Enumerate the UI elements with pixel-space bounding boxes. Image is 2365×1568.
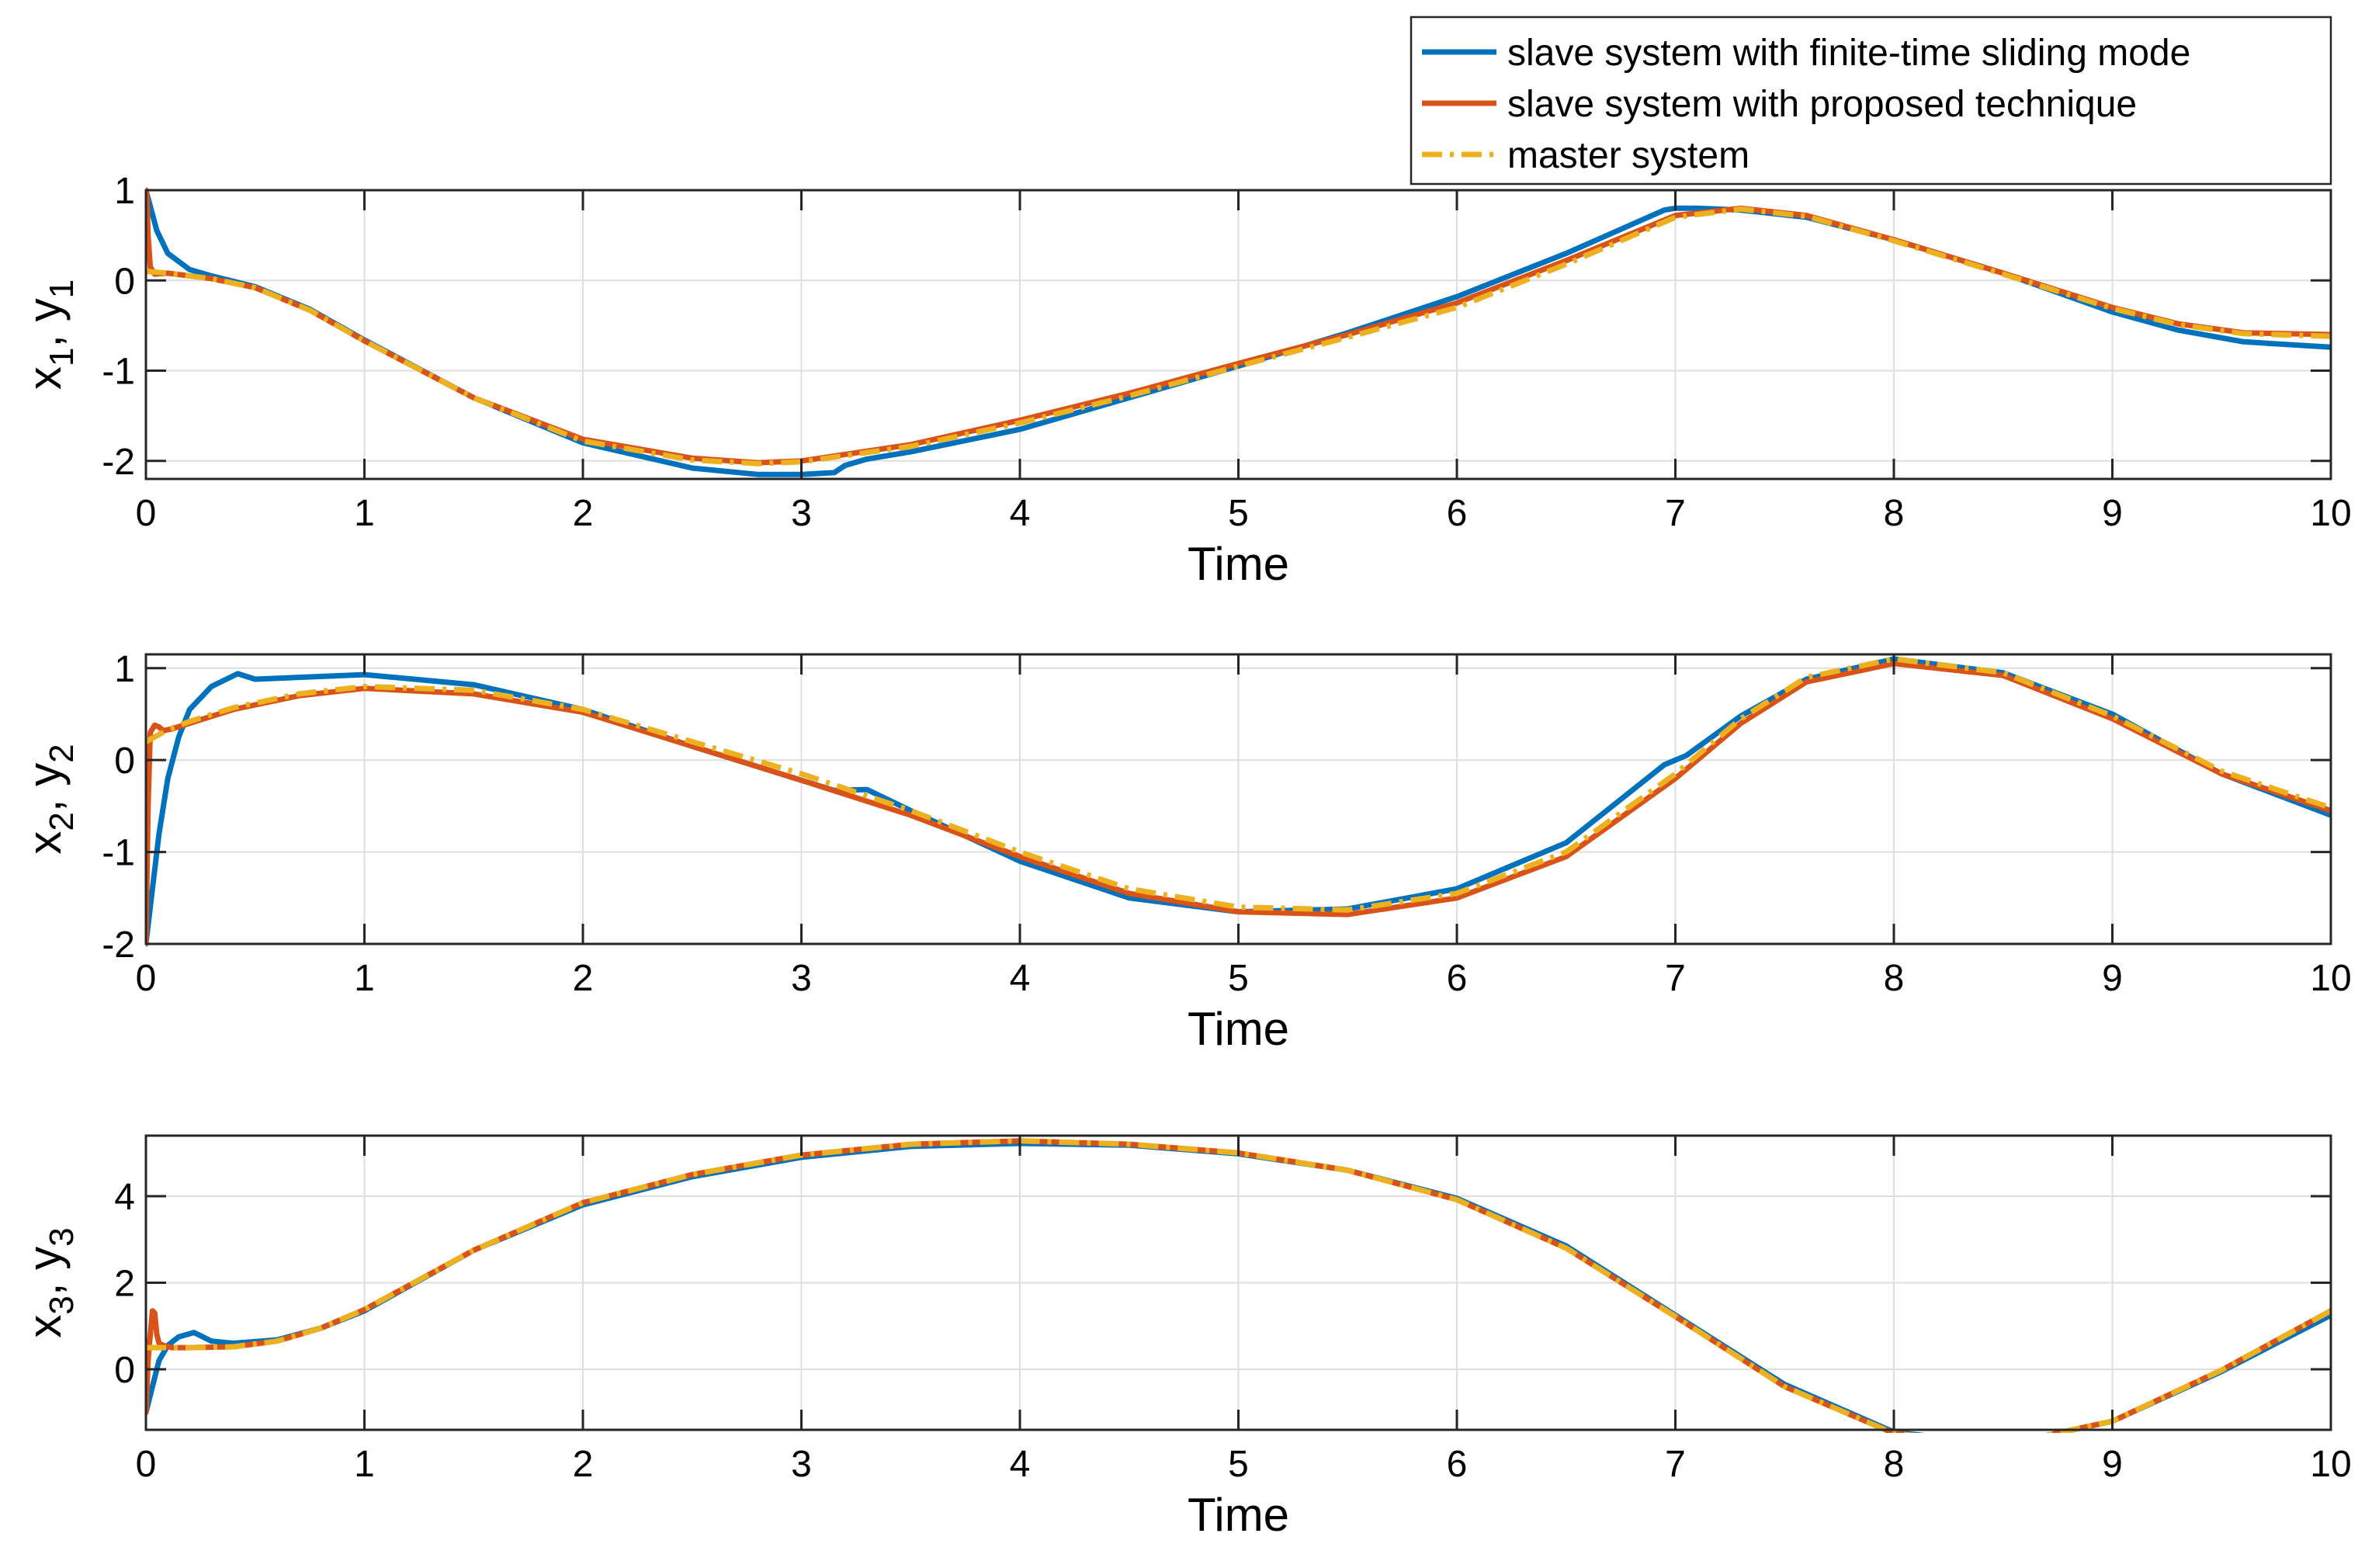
- legend-label-2: slave system with proposed technique: [1507, 84, 2137, 125]
- y-tick-label: 0: [114, 741, 135, 782]
- x-tick-label: 0: [136, 493, 157, 534]
- x-tick-label: 7: [1665, 958, 1686, 999]
- y-axis-label: x2, y2: [19, 744, 81, 854]
- y-tick-label: 4: [114, 1177, 135, 1218]
- x-tick-label: 1: [354, 1444, 375, 1485]
- legend-label-1: slave system with finite-time sliding mo…: [1507, 33, 2190, 74]
- x-tick-label: 4: [1010, 493, 1031, 534]
- legend: slave system with finite-time sliding mo…: [1410, 16, 2332, 186]
- x-tick-label: 3: [791, 493, 812, 534]
- x-tick-label: 9: [2102, 493, 2123, 534]
- subplot-3: 0 1 2 3 4 5 6 7 8 9 10 0 2 4 Time x3, y3: [19, 1134, 2352, 1541]
- y-tick-label: -2: [102, 924, 135, 966]
- y-tick-label: 1: [114, 649, 135, 690]
- x-tick-label: 8: [1884, 1444, 1905, 1485]
- x-tick-label: 4: [1010, 958, 1031, 999]
- series-line-2: [146, 661, 2331, 947]
- x-tick-label: 0: [136, 958, 157, 999]
- y-axis-label: x1, y1: [19, 279, 81, 390]
- y-tick-label: -1: [102, 352, 135, 393]
- x-tick-label: 7: [1665, 1444, 1686, 1485]
- x-tick-label: 9: [2102, 958, 2123, 999]
- x-tick-label: 3: [791, 1444, 812, 1485]
- x-tick-label: 3: [791, 958, 812, 999]
- legend-label-3: master system: [1507, 135, 1749, 176]
- x-axis-label: Time: [1188, 1489, 1289, 1541]
- x-tick-label: 8: [1884, 493, 1905, 534]
- x-tick-label: 2: [573, 958, 594, 999]
- x-tick-label: 2: [573, 1444, 594, 1485]
- x-tick-label: 5: [1228, 958, 1249, 999]
- subplot-2: 0 1 2 3 4 5 6 7 8 9 10 -2 -1 0 1 Time x2, y2: [19, 649, 2352, 1055]
- x-tick-label: 6: [1447, 958, 1468, 999]
- x-tick-label: 9: [2102, 1444, 2123, 1485]
- series-line-1: [146, 656, 2331, 947]
- x-tick-label: 1: [354, 958, 375, 999]
- x-tick-label: 10: [2310, 1444, 2351, 1485]
- y-tick-label: 2: [114, 1264, 135, 1305]
- x-tick-label: 6: [1447, 493, 1468, 534]
- y-axis-label: x3, y3: [19, 1227, 81, 1337]
- x-tick-label: 2: [573, 493, 594, 534]
- x-tick-label: 10: [2310, 493, 2351, 534]
- series-line-3: [146, 656, 2331, 913]
- x-tick-label: 5: [1228, 493, 1249, 534]
- x-tick-label: 8: [1884, 958, 1905, 999]
- subplot-1: 0 1 2 3 4 5 6 7 8 9 10 -2 -1 0 1 Time x1, y1: [19, 171, 2352, 590]
- y-tick-label: -2: [102, 442, 135, 483]
- x-tick-label: 10: [2310, 958, 2351, 999]
- series-line-3: [146, 206, 2331, 467]
- y-tick-label: 1: [114, 171, 135, 212]
- x-tick-label: 0: [136, 1444, 157, 1485]
- y-tick-label: 0: [114, 1350, 135, 1391]
- x-axis-label: Time: [1188, 538, 1289, 590]
- x-tick-label: 7: [1665, 493, 1686, 534]
- x-tick-label: 4: [1010, 1444, 1031, 1485]
- x-axis-label: Time: [1188, 1003, 1289, 1055]
- x-tick-label: 6: [1447, 1444, 1468, 1485]
- y-tick-label: 0: [114, 261, 135, 302]
- x-tick-label: 5: [1228, 1444, 1249, 1485]
- legend-box: [1410, 16, 2332, 186]
- y-tick-label: -1: [102, 833, 135, 874]
- x-tick-label: 1: [354, 493, 375, 534]
